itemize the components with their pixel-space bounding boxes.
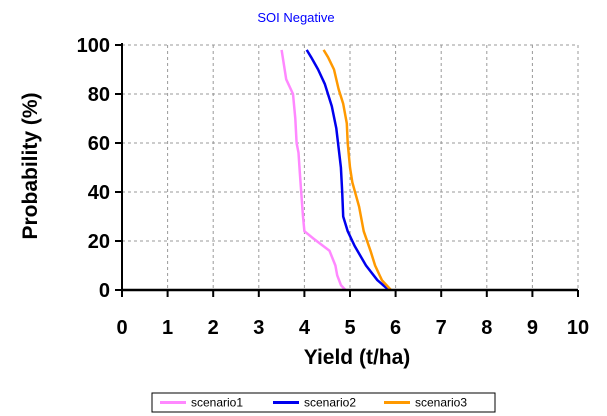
scenario2-legend-label: scenario2 bbox=[304, 396, 356, 410]
y-tick-label: 40 bbox=[88, 182, 110, 204]
scenario3-line bbox=[322, 49, 392, 291]
x-tick-label: 1 bbox=[162, 317, 173, 339]
y-tick-label: 0 bbox=[99, 280, 110, 302]
axes bbox=[115, 43, 579, 297]
y-tick-label: 100 bbox=[77, 35, 110, 57]
scenario1-line bbox=[280, 49, 347, 291]
x-axis-label: Yield (t/ha) bbox=[304, 346, 411, 369]
x-tick-label: 4 bbox=[299, 317, 311, 339]
y-tick-label: 80 bbox=[88, 84, 110, 106]
x-tick-label: 7 bbox=[436, 317, 447, 339]
x-tick-label: 2 bbox=[208, 317, 219, 339]
legend-box bbox=[151, 392, 496, 413]
x-tick-label: 8 bbox=[481, 317, 492, 339]
y-tick-label: 60 bbox=[88, 133, 110, 155]
x-tick-label: 9 bbox=[527, 317, 538, 339]
grid-lines bbox=[122, 44, 579, 290]
legend: scenario1 scenario2 scenario3 bbox=[151, 392, 496, 413]
chart-title: SOI Negative bbox=[257, 10, 334, 25]
x-tick-label: 5 bbox=[344, 317, 355, 339]
x-tick-label: 3 bbox=[253, 317, 264, 339]
scenario2-line bbox=[305, 49, 390, 291]
x-tick-label: 6 bbox=[390, 317, 401, 339]
y-tick-label: 20 bbox=[88, 231, 110, 253]
y-axis-label: Probability (%) bbox=[19, 92, 42, 239]
series-lines bbox=[280, 49, 392, 291]
scenario3-legend-label: scenario3 bbox=[415, 396, 467, 410]
x-tick-label: 0 bbox=[116, 317, 127, 339]
x-tick-label: 10 bbox=[567, 317, 589, 339]
scenario1-legend-label: scenario1 bbox=[191, 396, 243, 410]
